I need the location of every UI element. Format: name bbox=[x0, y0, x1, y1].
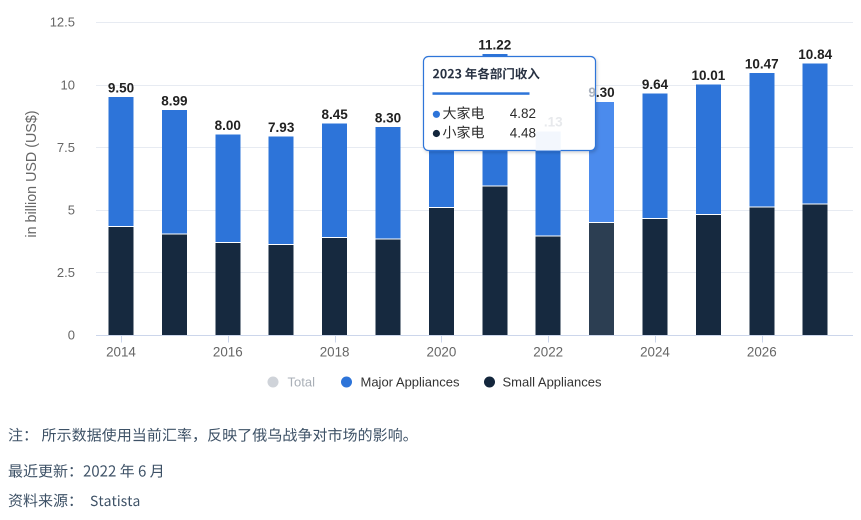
svg-text:in billion USD (US$): in billion USD (US$) bbox=[24, 110, 40, 237]
svg-text:2020: 2020 bbox=[427, 345, 457, 360]
svg-text:10.84: 10.84 bbox=[798, 47, 832, 62]
svg-text:Major Appliances: Major Appliances bbox=[361, 375, 460, 390]
svg-text:5: 5 bbox=[68, 203, 75, 218]
svg-text:10: 10 bbox=[61, 77, 75, 92]
svg-text:2016: 2016 bbox=[213, 345, 243, 360]
svg-text:2.5: 2.5 bbox=[57, 265, 75, 280]
svg-text:8.00: 8.00 bbox=[215, 118, 241, 133]
svg-text:Total: Total bbox=[288, 375, 316, 390]
svg-text:12.5: 12.5 bbox=[50, 15, 75, 30]
svg-text:2018: 2018 bbox=[320, 345, 350, 360]
svg-text:7.5: 7.5 bbox=[57, 140, 75, 155]
svg-text:10.47: 10.47 bbox=[745, 56, 779, 71]
svg-text:10.01: 10.01 bbox=[692, 68, 726, 83]
svg-text:.13: .13 bbox=[544, 114, 563, 129]
svg-text:9.64: 9.64 bbox=[642, 77, 669, 92]
svg-text:7.93: 7.93 bbox=[268, 120, 295, 135]
svg-text:8.99: 8.99 bbox=[161, 93, 187, 108]
svg-text:4.48: 4.48 bbox=[510, 125, 536, 140]
svg-text:2014: 2014 bbox=[106, 345, 136, 360]
svg-text:8.30: 8.30 bbox=[375, 111, 401, 126]
svg-text:9: 9 bbox=[588, 85, 596, 100]
svg-text:2022: 2022 bbox=[533, 345, 563, 360]
svg-text:4.82: 4.82 bbox=[510, 106, 536, 121]
svg-text:.30: .30 bbox=[596, 85, 615, 100]
svg-text:11.22: 11.22 bbox=[478, 38, 511, 53]
svg-text:9.50: 9.50 bbox=[108, 81, 134, 96]
svg-text:Small Appliances: Small Appliances bbox=[503, 375, 602, 390]
svg-text:0: 0 bbox=[68, 328, 75, 343]
svg-text:2024: 2024 bbox=[640, 345, 670, 360]
svg-text:2026: 2026 bbox=[747, 345, 777, 360]
svg-text:8.45: 8.45 bbox=[321, 107, 348, 122]
